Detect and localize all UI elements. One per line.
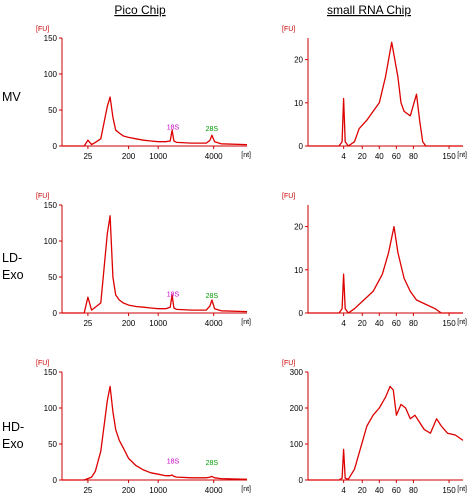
x-tick-label: 150 <box>442 152 456 161</box>
y-unit-label: [FU] <box>282 193 295 200</box>
x-tick-label: 4 <box>341 152 346 161</box>
chart-ld-small: [FU] 0 10 20 4 20 40 60 80 150 [nt] <box>282 193 467 328</box>
x-tick-label: 80 <box>409 152 418 161</box>
y-unit-label: [FU] <box>36 193 49 200</box>
x-tick-label: 80 <box>409 319 418 328</box>
chart-mv-pico: [FU] 0 50 100 150 25 200 1000 4000 [nt] 18S 28S <box>36 26 251 161</box>
y-tick-label: 100 <box>290 440 304 449</box>
row-label-ld-line2: Exo <box>2 268 24 282</box>
x-tick-label: 4 <box>341 319 346 328</box>
x-unit-label: [nt] <box>457 152 467 159</box>
y-unit-label: [FU] <box>282 360 295 367</box>
row-label-hd-line2: Exo <box>2 437 24 451</box>
x-tick-label: 200 <box>122 319 136 328</box>
x-tick-label: 40 <box>375 152 384 161</box>
y-tick-label: 0 <box>53 142 58 151</box>
x-tick-label: 4000 <box>205 319 223 328</box>
x-tick-label: 60 <box>392 319 401 328</box>
y-tick-label: 0 <box>53 476 58 485</box>
chart-ld-pico: [FU] 0 50 100 150 25 200 1000 4000 [nt] 18S 28S <box>36 193 251 328</box>
x-tick-label: 60 <box>392 152 401 161</box>
marker-label-18s: 18S <box>167 458 180 465</box>
x-unit-label: [nt] <box>457 319 467 326</box>
y-tick-label: 100 <box>44 237 58 246</box>
y-tick-label: 100 <box>44 70 58 79</box>
row-label-hd-line1: HD- <box>2 420 24 434</box>
x-tick-label: 150 <box>442 319 456 328</box>
x-tick-label: 25 <box>83 319 92 328</box>
series-line <box>62 96 248 147</box>
x-tick-label: 1000 <box>149 486 167 495</box>
x-tick-label: 4000 <box>205 152 223 161</box>
x-tick-label: 4 <box>341 486 346 495</box>
marker-label-18s: 18S <box>167 291 180 298</box>
x-unit-label: [nt] <box>241 152 251 159</box>
x-tick-label: 4000 <box>205 486 223 495</box>
y-tick-label: 150 <box>44 34 58 43</box>
y-tick-label: 0 <box>299 309 304 318</box>
x-tick-label: 20 <box>358 486 367 495</box>
x-unit-label: [nt] <box>241 319 251 326</box>
x-tick-label: 60 <box>392 486 401 495</box>
x-unit-label: [nt] <box>241 486 251 493</box>
y-tick-label: 100 <box>44 404 58 413</box>
y-tick-label: 10 <box>294 266 303 275</box>
y-unit-label: [FU] <box>282 26 295 33</box>
y-tick-label: 20 <box>294 56 303 65</box>
x-tick-label: 1000 <box>149 319 167 328</box>
series-line <box>62 385 248 481</box>
marker-label-28s: 28S <box>206 460 219 467</box>
x-tick-label: 200 <box>122 152 136 161</box>
x-tick-label: 20 <box>358 319 367 328</box>
marker-label-28s: 28S <box>206 126 219 133</box>
series-line <box>308 385 464 481</box>
series-line <box>308 41 463 147</box>
column-title-small-rna: small RNA Chip <box>327 3 411 17</box>
y-tick-label: 20 <box>294 223 303 232</box>
y-tick-label: 10 <box>294 99 303 108</box>
y-tick-label: 50 <box>48 273 57 282</box>
chart-hd-pico: [FU] 0 50 100 150 25 200 1000 4000 [nt] 18S 28S <box>36 360 251 495</box>
column-title-pico: Pico Chip <box>114 3 166 17</box>
series-line <box>308 225 463 314</box>
row-label-mv: MV <box>2 90 21 104</box>
marker-label-18s: 18S <box>167 124 180 131</box>
x-tick-label: 25 <box>83 486 92 495</box>
x-tick-label: 40 <box>375 319 384 328</box>
y-tick-label: 200 <box>290 404 304 413</box>
x-tick-label: 200 <box>122 486 136 495</box>
x-unit-label: [nt] <box>457 486 467 493</box>
chart-hd-small: [FU] 0 100 200 300 4 20 40 60 80 150 [nt] <box>282 360 467 495</box>
y-tick-label: 0 <box>53 309 58 318</box>
y-tick-label: 150 <box>44 201 58 210</box>
x-tick-label: 40 <box>375 486 384 495</box>
y-unit-label: [FU] <box>36 360 49 367</box>
series-line <box>62 215 248 314</box>
y-unit-label: [FU] <box>36 26 49 33</box>
y-tick-label: 0 <box>299 142 304 151</box>
y-tick-label: 300 <box>290 368 304 377</box>
chart-mv-small: [FU] 0 10 20 4 20 40 60 80 150 [nt] <box>282 26 467 161</box>
x-tick-label: 20 <box>358 152 367 161</box>
y-tick-label: 50 <box>48 106 57 115</box>
y-tick-label: 150 <box>44 368 58 377</box>
marker-label-28s: 28S <box>206 293 219 300</box>
x-tick-label: 150 <box>442 486 456 495</box>
y-tick-label: 0 <box>299 476 304 485</box>
y-tick-label: 50 <box>48 440 57 449</box>
x-tick-label: 1000 <box>149 152 167 161</box>
x-tick-label: 80 <box>409 486 418 495</box>
x-tick-label: 25 <box>83 152 92 161</box>
row-label-ld-line1: LD- <box>2 251 22 265</box>
